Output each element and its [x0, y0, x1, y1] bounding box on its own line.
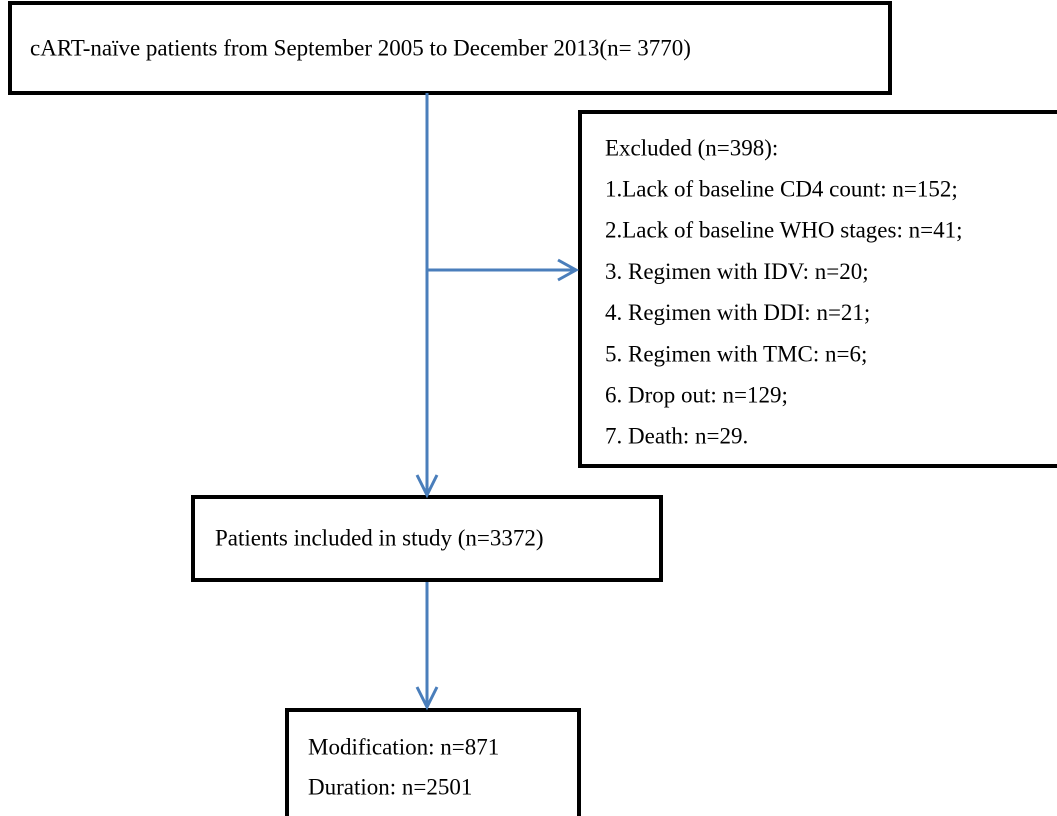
node-text: 6. Drop out: n=129; — [605, 382, 788, 407]
node-text: Patients included in study (n=3372) — [215, 525, 544, 550]
node-text: 4. Regimen with DDI: n=21; — [605, 300, 870, 325]
node-text: 7. Death: n=29. — [605, 424, 748, 449]
node-text: 2.Lack of baseline WHO stages: n=41; — [605, 218, 962, 243]
arrowhead — [557, 258, 580, 282]
box-source — [8, 1, 892, 95]
labels: cART-naïve patients from September 2005 … — [30, 35, 962, 799]
box-included — [191, 495, 663, 582]
box-excluded — [578, 110, 1057, 468]
node-text: 1.Lack of baseline CD4 count: n=152; — [605, 176, 958, 201]
node-text: Duration: n=2501 — [308, 774, 472, 799]
node-text: 5. Regimen with TMC: n=6; — [605, 341, 867, 366]
node-text: Modification: n=871 — [308, 734, 499, 759]
arrowhead — [415, 474, 439, 499]
arrowhead — [415, 686, 439, 711]
node-text: cART-naïve patients from September 2005 … — [30, 35, 691, 60]
box-outcomes — [285, 708, 581, 816]
node-text: Excluded (n=398): — [605, 135, 778, 160]
node-text: 3. Regimen with IDV: n=20; — [605, 259, 869, 284]
